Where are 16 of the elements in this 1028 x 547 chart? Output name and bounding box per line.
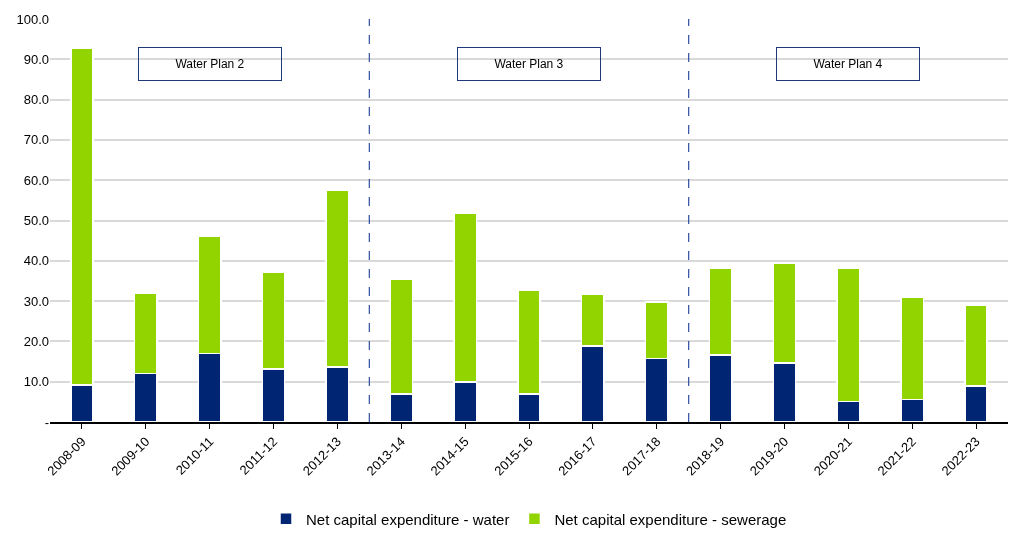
y-tick-label: 100.0 xyxy=(16,11,49,27)
y-tick-label: 50.0 xyxy=(23,213,49,229)
y-tick-label: 20.0 xyxy=(23,333,49,349)
annotation: Water Plan 2 xyxy=(175,57,245,71)
y-tick-label: 70.0 xyxy=(23,132,49,148)
y-tick-label: 30.0 xyxy=(23,293,49,309)
annotation: Water Plan 3 xyxy=(494,57,564,71)
y-tick-label: 40.0 xyxy=(23,253,49,269)
annotation: Water Plan 4 xyxy=(813,57,883,71)
y-tick-label: - xyxy=(44,414,49,430)
y-tick-label: 90.0 xyxy=(23,51,49,67)
y-tick-label: 10.0 xyxy=(23,374,49,390)
legend-label: Net capital expenditure - water xyxy=(306,510,510,528)
y-tick-label: 60.0 xyxy=(23,172,49,188)
y-tick-label: 80.0 xyxy=(23,92,49,108)
legend-label: Net capital expenditure - sewerage xyxy=(554,510,787,528)
